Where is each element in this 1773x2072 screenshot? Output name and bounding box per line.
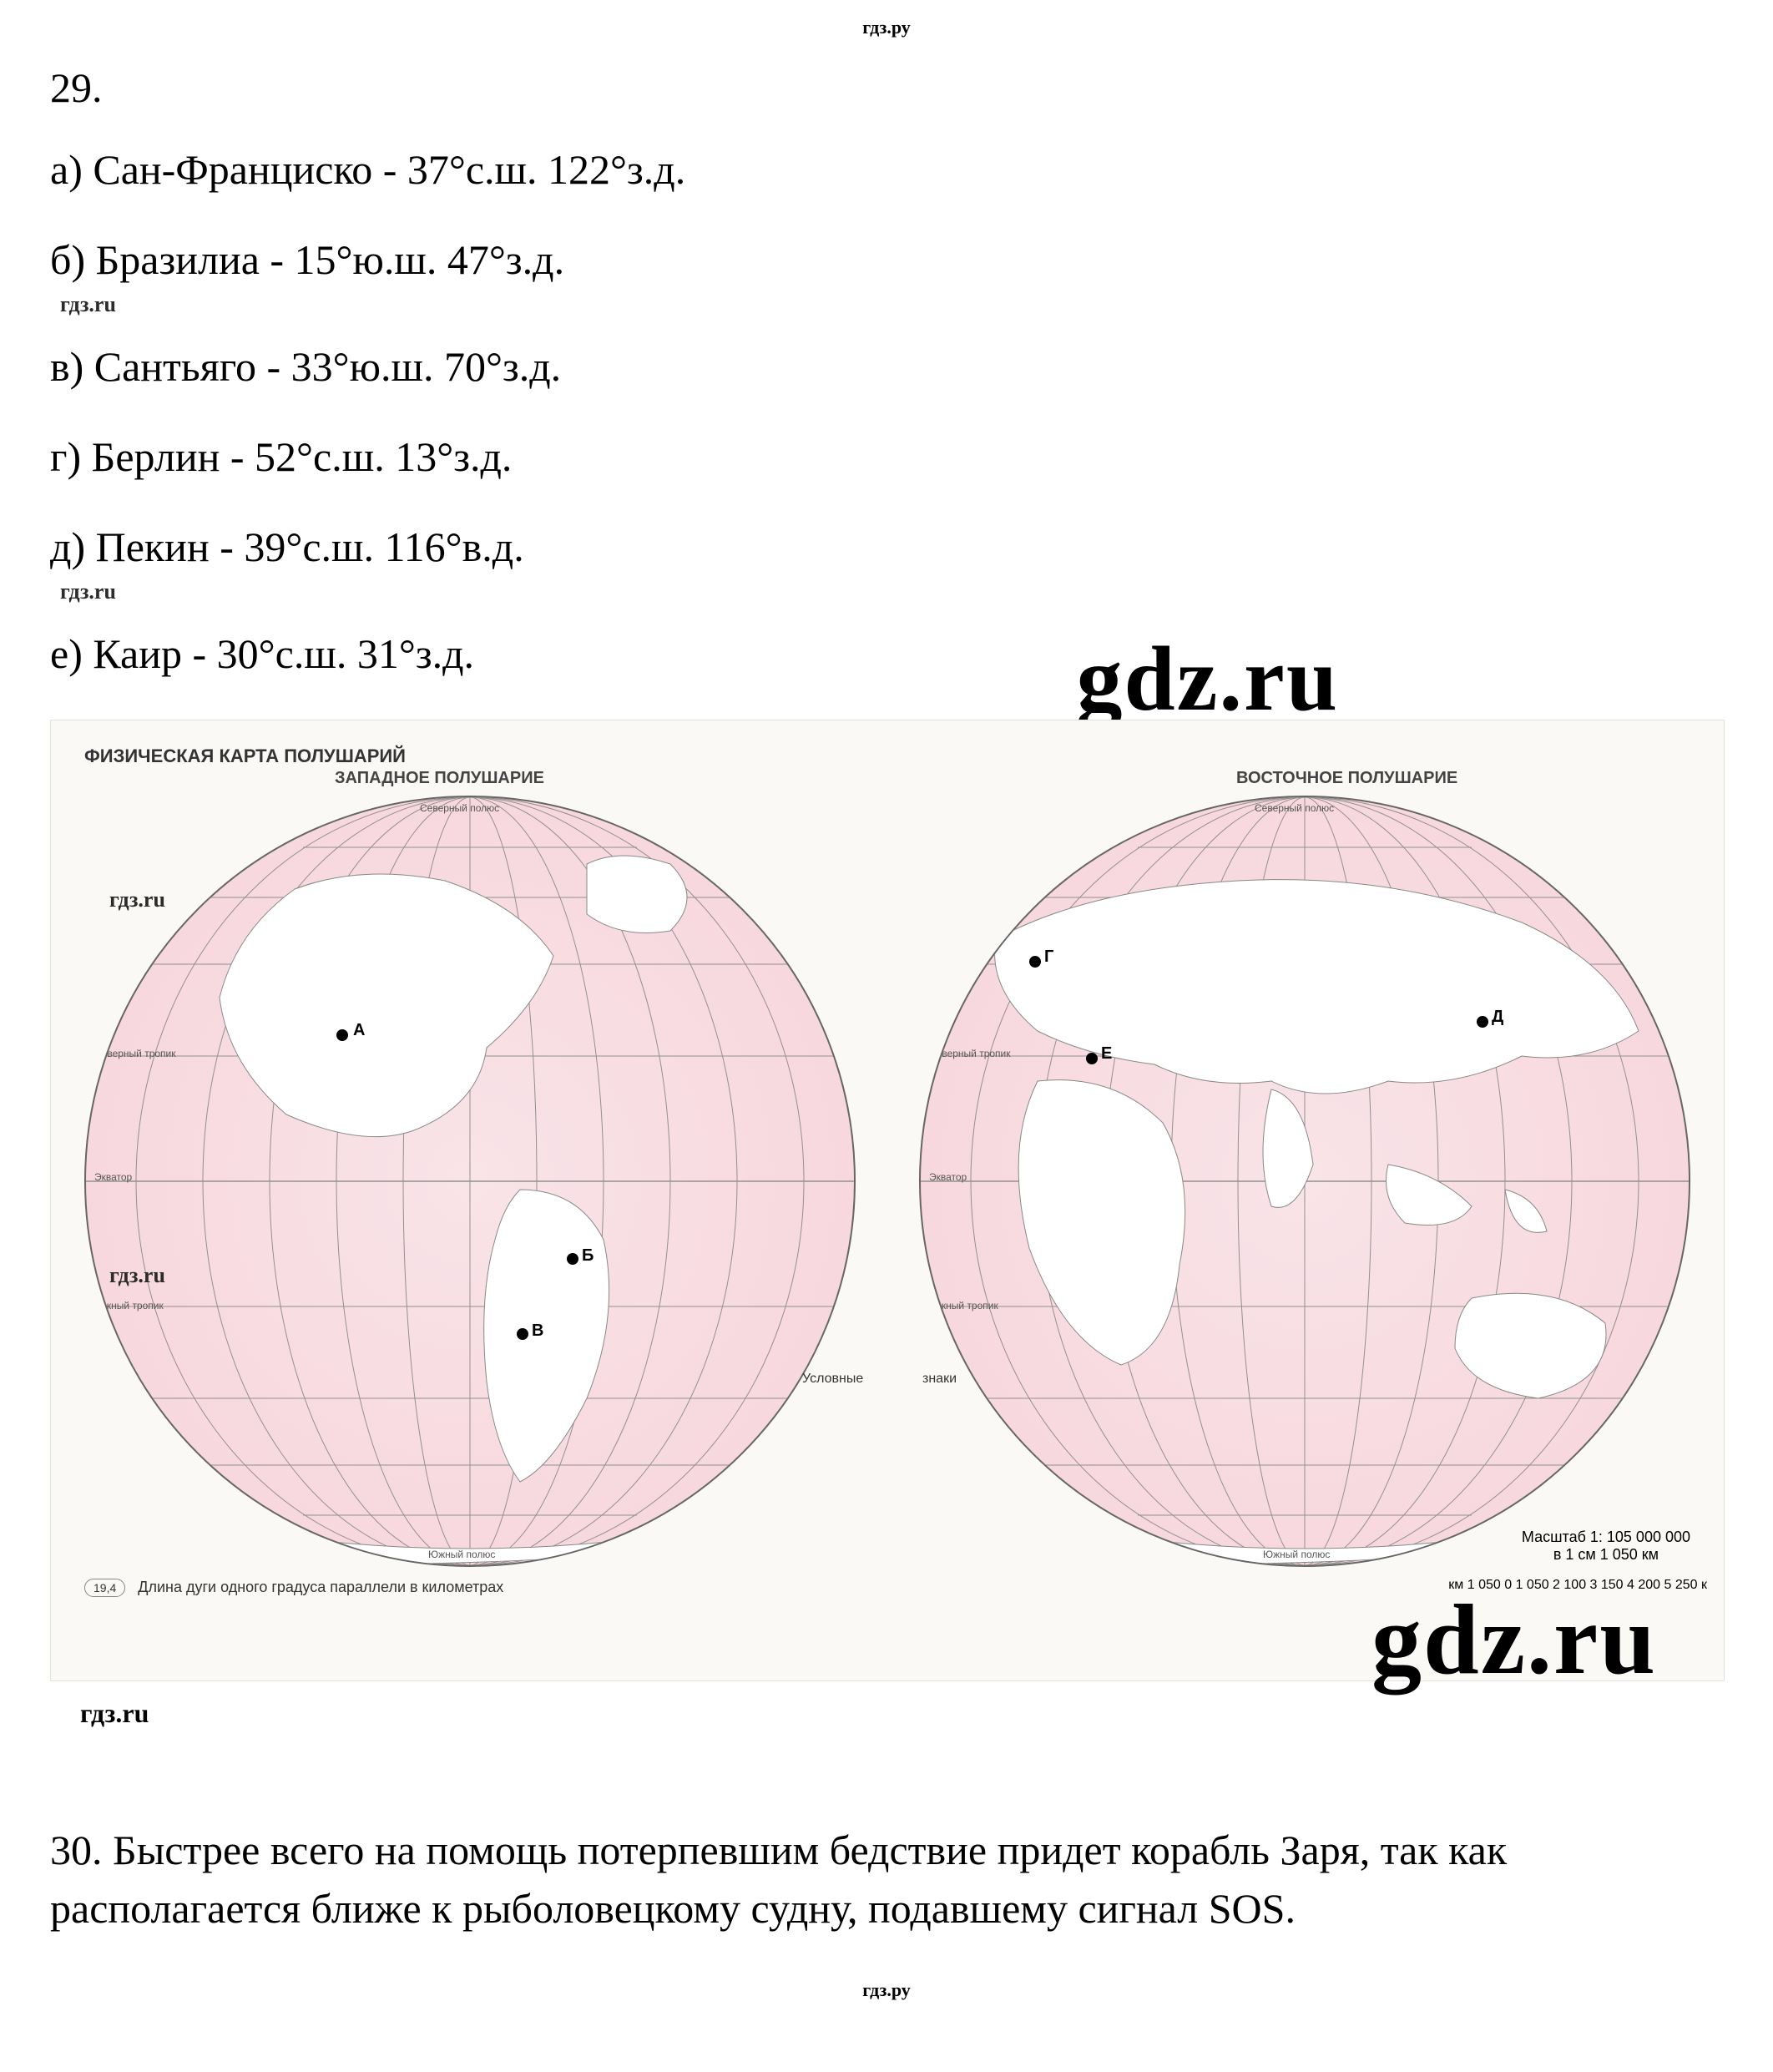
globe-east: Северный полюс Южный полюс Северный троп…	[919, 796, 1690, 1567]
west-hemisphere-label: ЗАПАДНОЕ ПОЛУШАРИЕ	[335, 769, 544, 788]
point-d	[1477, 1016, 1488, 1028]
point-a-label: А	[353, 1021, 365, 1040]
watermark-big-top: gdz.ru	[1077, 626, 1340, 732]
equator-east: Экватор	[929, 1171, 967, 1183]
point-b-label: Б	[582, 1246, 594, 1266]
q29-e: е) Каир - 30°с.ш. 31°з.д.	[50, 629, 1723, 678]
q29-g: г) Берлин - 52°с.ш. 13°з.д.	[50, 432, 1723, 481]
north-pole-west: Северный полюс	[420, 802, 499, 814]
map-scale: Масштаб 1: 105 000 000 в 1 см 1 050 км	[1522, 1529, 1690, 1564]
q29-d: д) Пекин - 39°с.ш. 116°в.д.	[50, 523, 1723, 571]
caption-text: Длина дуги одного градуса параллели в ки…	[138, 1579, 503, 1595]
legend-uslovnye: Условные	[802, 1372, 863, 1387]
point-e	[1086, 1053, 1098, 1064]
s-tropic-east: Южный тропик	[929, 1300, 998, 1311]
map-caption: 19,4 Длина дуги одного градуса параллели…	[84, 1579, 503, 1597]
q29-a: а) Сан-Франциско - 37°с.ш. 122°з.д.	[50, 145, 1723, 194]
point-b	[567, 1253, 578, 1265]
point-g	[1029, 956, 1041, 968]
scale-line2: в 1 см 1 050 км	[1522, 1546, 1690, 1564]
map-wm-2: гдз.ru	[109, 1263, 165, 1288]
hemispheres-map: ФИЗИЧЕСКАЯ КАРТА ПОЛУШАРИЙ ЗАПАДНОЕ ПОЛУ…	[50, 720, 1725, 1681]
point-d-label: Д	[1492, 1008, 1503, 1027]
map-title: ФИЗИЧЕСКАЯ КАРТА ПОЛУШАРИЙ	[84, 745, 406, 767]
q29-b: б) Бразилиа - 15°ю.ш. 47°з.д.	[50, 235, 1723, 284]
q29-v: в) Сантьяго - 33°ю.ш. 70°з.д.	[50, 342, 1723, 391]
globe-west: Северный полюс Южный полюс Северный троп…	[84, 796, 856, 1567]
equator-west: Экватор	[94, 1171, 132, 1183]
map-wm-big: gdz.ru	[1371, 1582, 1657, 1697]
map-wm-1: гдз.ru	[109, 887, 165, 912]
watermark-small-2: гдз.ru	[60, 579, 1723, 604]
scale-line1: Масштаб 1: 105 000 000	[1522, 1529, 1690, 1546]
south-pole-west: Южный полюс	[428, 1549, 495, 1560]
footer-watermark: гдз.ру	[50, 1979, 1723, 2001]
east-hemisphere-label: ВОСТОЧНОЕ ПОЛУШАРИЕ	[1236, 769, 1457, 788]
point-v	[517, 1328, 528, 1340]
caption-number: 19,4	[84, 1579, 125, 1597]
point-a	[336, 1029, 348, 1041]
point-e-label: Е	[1101, 1044, 1112, 1064]
point-g-label: Г	[1044, 948, 1053, 967]
south-pole-east: Южный полюс	[1263, 1549, 1330, 1560]
map-scalebar: км 1 050 0 1 050 2 100 3 150 4 200 5 250…	[1448, 1578, 1707, 1593]
watermark-small-below: гдз.ru	[80, 1698, 1723, 1729]
n-tropic-east: Северный тропик	[929, 1048, 1011, 1059]
n-tropic-west: Северный тропик	[94, 1048, 176, 1059]
watermark-small-1: гдз.ru	[60, 292, 1723, 317]
point-v-label: В	[532, 1322, 543, 1341]
legend-znaki: знаки	[922, 1372, 957, 1387]
q29-number: 29.	[50, 63, 1723, 112]
q30-text: 30. Быстрее всего на помощь потерпевшим …	[50, 1821, 1723, 1938]
north-pole-east: Северный полюс	[1255, 802, 1334, 814]
s-tropic-west: Южный тропик	[94, 1300, 164, 1311]
header-watermark: гдз.ру	[50, 17, 1723, 38]
